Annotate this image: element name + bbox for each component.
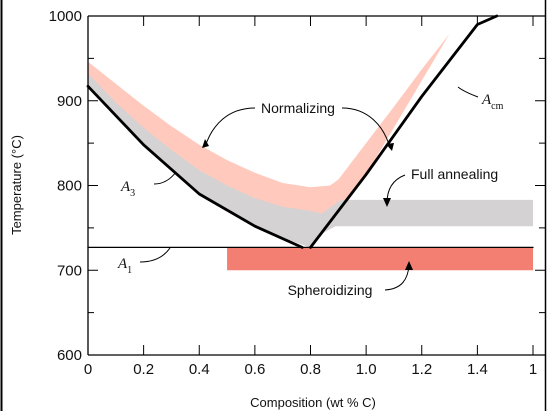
x-tick-label: 0.6: [244, 361, 265, 378]
y-axis-title: Temperature (°C): [9, 135, 24, 235]
normalizing-annotation: Normalizing: [261, 100, 335, 116]
normalizing-arrow-left-head: [202, 139, 209, 148]
heat-treatment-bands: [88, 33, 533, 271]
x-axis-title: Composition (wt % C): [250, 395, 376, 410]
x-tick-label: 0.4: [189, 361, 210, 378]
x-tick-label: 0.8: [300, 361, 321, 378]
full-annealing-arrow-head: [383, 198, 391, 207]
y-tick-label: 700: [57, 262, 82, 279]
spheroidizing-band: [227, 247, 533, 271]
acm-leader: [457, 86, 479, 98]
x-tick-label: 1.0: [356, 361, 377, 378]
normalizing-arrow-right-head: [386, 143, 394, 151]
a1-label-sub: 1: [127, 265, 132, 276]
x-tick-label: 1.4: [467, 361, 488, 378]
y-tick-label: 800: [57, 178, 82, 195]
y-tick-label: 600: [57, 347, 82, 364]
a3-label-letter: A: [120, 179, 131, 195]
x-tick-label: 1.2: [411, 361, 432, 378]
acm-label-sub: cm: [491, 101, 503, 112]
a1-leader: [139, 247, 171, 263]
acm-label-letter: A: [481, 92, 492, 108]
a1-label: A1: [117, 256, 132, 276]
a3-label-sub: 3: [130, 188, 135, 199]
phase-boundary-curves: [86, 14, 534, 249]
spheroidizing-arrow-head: [405, 261, 413, 270]
a3-label: A3: [120, 179, 135, 199]
y-tick-label: 900: [57, 93, 82, 110]
full-annealing-annotation: Full annealing: [411, 166, 498, 182]
normalizing-arrow-right: [341, 107, 391, 149]
y-tick-label: 1000: [49, 8, 82, 25]
axes: [87, 15, 545, 356]
x-tick-label: 0: [84, 361, 92, 378]
acm-label: Acm: [481, 92, 504, 112]
spheroidizing-annotation: Spheroidizing: [288, 282, 373, 298]
x-tick-label: 0.2: [133, 361, 154, 378]
axis-ticks: 0 0.2 0.4 0.6 0.8 1.0 1.2 1.4 1 600 700 800 900 1000: [49, 8, 545, 378]
a3-leader: [153, 171, 177, 185]
full-annealing-band: [88, 73, 533, 248]
x-tick-label: 1: [529, 361, 537, 378]
a1-label-letter: A: [117, 256, 128, 272]
normalizing-arrow-left: [204, 107, 256, 148]
acm-line: [309, 14, 499, 249]
a3-line: [86, 84, 304, 249]
annotation-arrows: [139, 86, 479, 291]
